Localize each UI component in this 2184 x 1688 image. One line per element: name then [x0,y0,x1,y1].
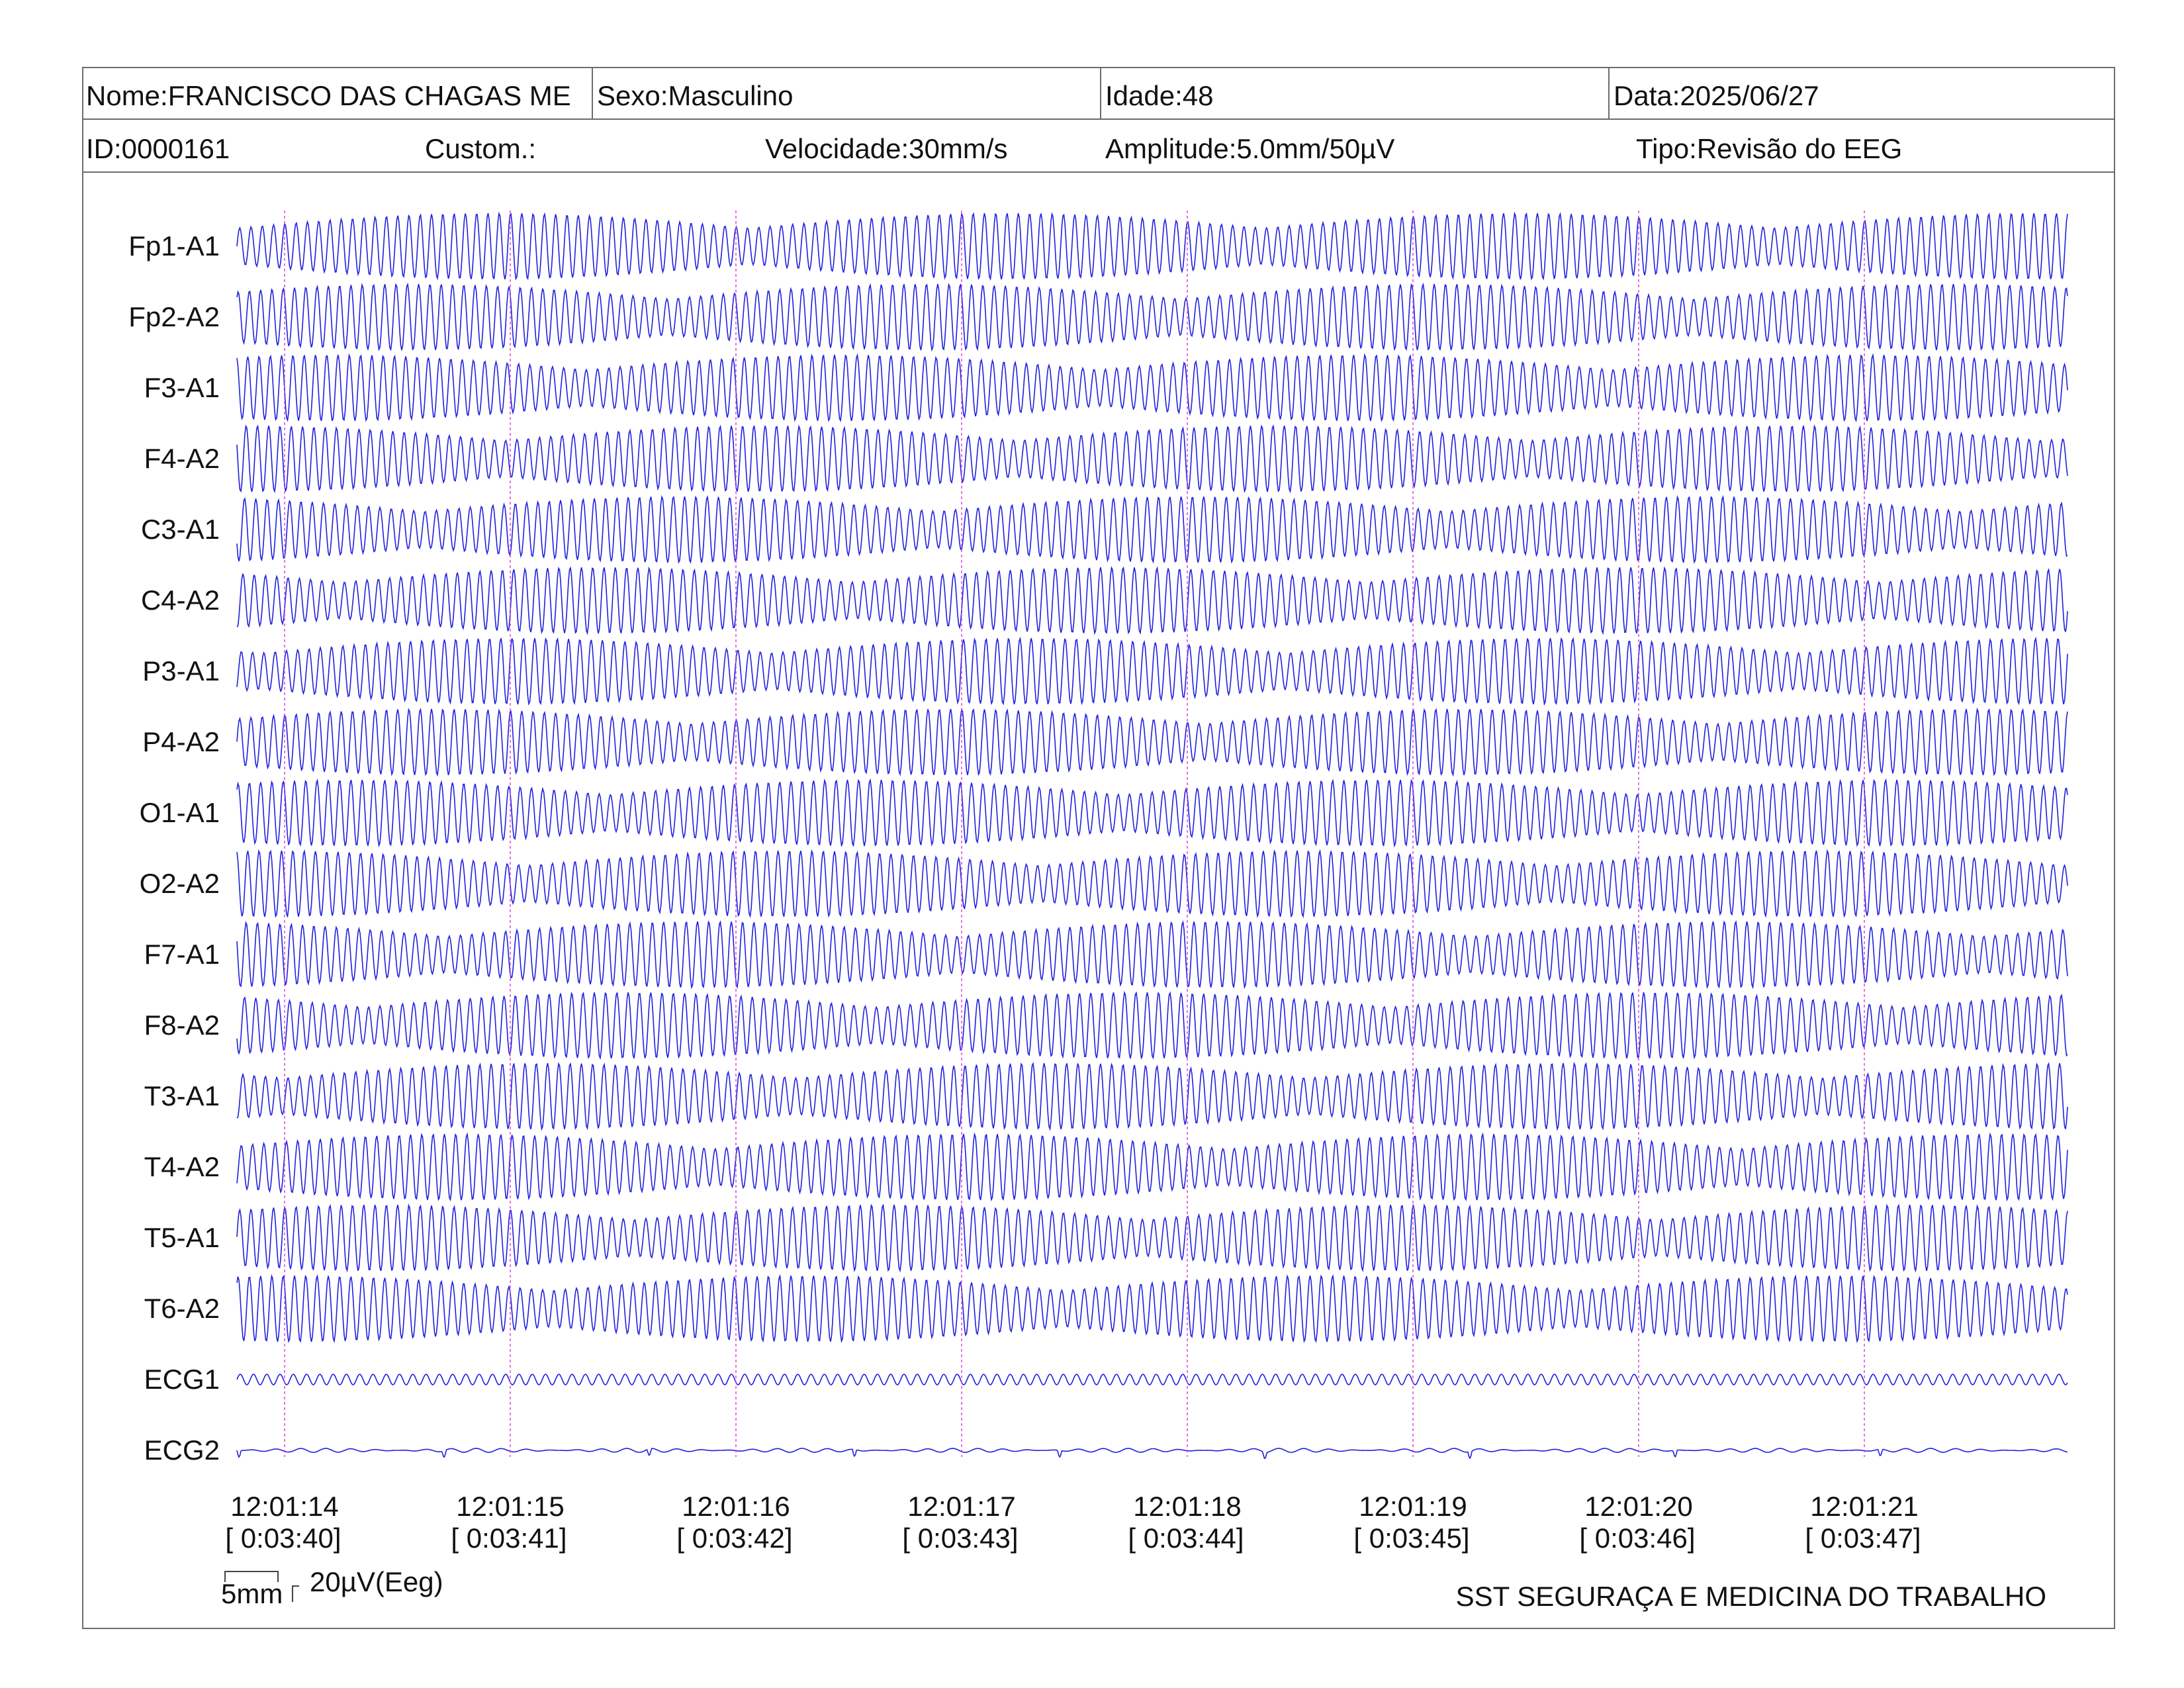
company-name: SST SEGURAÇA E MEDICINA DO TRABALHO [1455,1581,2046,1612]
time-mark-clock: 12:01:17 [907,1491,1016,1522]
record-date: Data:2025/06/27 [1614,80,1819,111]
trace-c4-a2 [236,565,2068,635]
patient-age: Idade:48 [1101,67,1610,118]
time-mark-clock: 12:01:14 [230,1491,339,1522]
trace-t5-a1 [236,1203,2068,1273]
channel-label-fp1-a1: Fp1-A1 [128,230,220,261]
channel-label-f8-a2: F8-A2 [144,1009,220,1041]
patient-sex: Sexo:Masculino [593,67,1101,118]
time-mark-elapsed: [ 0:03:47] [1805,1523,1921,1554]
trace-o1-a1 [236,778,2068,848]
channel-label-o1-a1: O1-A1 [140,797,220,828]
header-row-recording: ID:0000161 Custom.: Velocidade:30mm/s Am… [82,120,2115,173]
time-mark-elapsed: [ 0:03:42] [676,1523,792,1554]
channel-label-f3-a1: F3-A1 [144,372,220,403]
trace-fp2-a2 [236,282,2068,352]
review-type: Tipo:Revisão do EEG [1636,133,1903,164]
time-mark-elapsed: [ 0:03:46] [1579,1523,1695,1554]
channel-label-p3-a1: P3-A1 [142,655,220,686]
channel-label-c3-a1: C3-A1 [141,514,220,545]
time-mark-elapsed: [ 0:03:41] [451,1523,567,1554]
channel-label-p4-a2: P4-A2 [142,726,220,757]
trace-f8-a2 [236,990,2068,1060]
trace-t6-a2 [236,1274,2068,1344]
trace-t4-a2 [236,1132,2068,1202]
trace-f3-a1 [236,353,2068,423]
report-frame [82,67,2115,1629]
trace-c3-a1 [236,494,2068,564]
time-mark-clock: 12:01:15 [456,1491,565,1522]
channel-label-t5-a1: T5-A1 [144,1222,220,1253]
scale-amplitude: 20µV(Eeg) [310,1566,443,1597]
time-mark-clock: 12:01:19 [1359,1491,1467,1522]
trace-ecg1 [236,1374,2068,1385]
channel-label-t4-a2: T4-A2 [144,1151,220,1182]
trace-f7-a1 [236,920,2068,990]
time-mark-elapsed: [ 0:03:45] [1353,1523,1469,1554]
recording-speed: Velocidade:30mm/s [765,133,1008,164]
trace-p3-a1 [236,636,2068,706]
time-mark-clock: 12:01:16 [682,1491,790,1522]
trace-f4-a2 [236,424,2068,494]
patient-id: ID:0000161 [86,133,230,164]
trace-fp1-a1 [236,211,2068,281]
time-mark-clock: 12:01:20 [1584,1491,1693,1522]
patient-name: Nome:FRANCISCO DAS CHAGAS ME [82,67,593,118]
channel-label-fp2-a2: Fp2-A2 [128,301,220,332]
channel-label-f4-a2: F4-A2 [144,443,220,474]
scale-bar-icon [224,1571,299,1602]
channel-label-t6-a2: T6-A2 [144,1293,220,1324]
custom-field: Custom.: [425,133,537,164]
channel-label-o2-a2: O2-A2 [140,868,220,899]
trace-t3-a1 [236,1061,2068,1131]
channel-label-ecg1: ECG1 [144,1364,220,1395]
trace-p4-a2 [236,707,2068,777]
trace-ecg2 [236,1448,2068,1460]
trace-o2-a2 [236,849,2068,919]
header-row-patient: Nome:FRANCISCO DAS CHAGAS ME Sexo:Mascul… [82,67,2115,120]
time-mark-clock: 12:01:18 [1133,1491,1242,1522]
channel-label-ecg2: ECG2 [144,1434,220,1466]
time-mark-elapsed: [ 0:03:43] [902,1523,1018,1554]
scale-length: 5mm [221,1578,283,1609]
channel-label-t3-a1: T3-A1 [144,1080,220,1111]
time-mark-elapsed: [ 0:03:44] [1128,1523,1244,1554]
recording-amplitude: Amplitude:5.0mm/50µV [1105,133,1395,164]
time-mark-clock: 12:01:21 [1810,1491,1919,1522]
channel-label-f7-a1: F7-A1 [144,939,220,970]
channel-label-c4-a2: C4-A2 [141,585,220,616]
time-mark-elapsed: [ 0:03:40] [225,1523,341,1554]
